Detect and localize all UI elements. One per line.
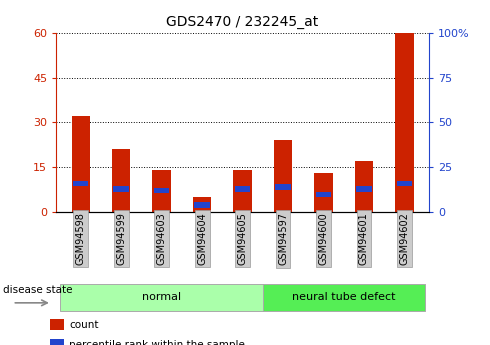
Text: GSM94601: GSM94601 bbox=[359, 212, 369, 265]
Bar bbox=[397, 181, 412, 186]
Bar bbox=[395, 33, 414, 212]
Text: GSM94600: GSM94600 bbox=[318, 212, 328, 265]
Bar bbox=[50, 319, 64, 329]
Text: GSM94598: GSM94598 bbox=[75, 212, 86, 265]
Bar bbox=[275, 184, 291, 190]
Bar bbox=[263, 284, 425, 311]
Text: percentile rank within the sample: percentile rank within the sample bbox=[70, 340, 245, 345]
Bar bbox=[72, 117, 90, 212]
Bar bbox=[316, 191, 331, 197]
Bar bbox=[195, 202, 210, 208]
Text: GSM94603: GSM94603 bbox=[157, 212, 167, 265]
Bar bbox=[154, 188, 170, 193]
Text: neural tube defect: neural tube defect bbox=[292, 292, 395, 302]
Bar bbox=[355, 161, 373, 212]
Bar bbox=[274, 140, 292, 212]
Text: normal: normal bbox=[142, 292, 181, 302]
Text: GSM94605: GSM94605 bbox=[238, 212, 247, 265]
Bar bbox=[315, 173, 333, 212]
Text: disease state: disease state bbox=[3, 285, 73, 295]
Text: GSM94602: GSM94602 bbox=[399, 212, 410, 265]
Text: GSM94604: GSM94604 bbox=[197, 212, 207, 265]
Text: GSM94599: GSM94599 bbox=[116, 212, 126, 265]
Bar bbox=[73, 181, 88, 186]
Bar bbox=[235, 186, 250, 191]
Title: GDS2470 / 232245_at: GDS2470 / 232245_at bbox=[167, 15, 318, 29]
Bar bbox=[113, 186, 129, 191]
Bar bbox=[193, 197, 211, 212]
Bar bbox=[112, 149, 130, 212]
Bar bbox=[50, 339, 64, 345]
Bar bbox=[233, 170, 252, 212]
Bar bbox=[60, 284, 263, 311]
Bar bbox=[356, 186, 372, 191]
Text: GSM94597: GSM94597 bbox=[278, 212, 288, 265]
Bar bbox=[152, 170, 171, 212]
Text: count: count bbox=[70, 319, 99, 329]
